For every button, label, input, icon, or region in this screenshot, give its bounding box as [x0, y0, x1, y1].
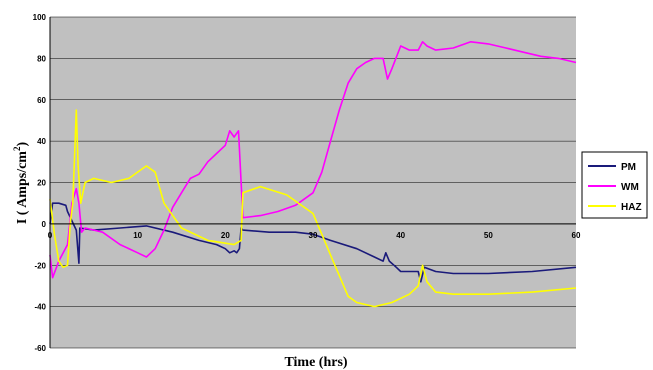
y-tick-label: -60 — [34, 344, 46, 353]
y-tick-label: 60 — [37, 96, 46, 105]
y-axis-title: I ( Amps/cm2) — [12, 142, 30, 225]
legend: PM WM HAZ — [581, 151, 648, 219]
y-axis-title-close: ) — [15, 142, 30, 147]
series-line-wm — [49, 40, 577, 279]
y-tick-label: 40 — [37, 137, 46, 146]
y-tick-label: 100 — [33, 13, 47, 22]
legend-label-haz: HAZ — [621, 202, 642, 213]
series-lines — [49, 40, 577, 308]
y-tick-label: 20 — [37, 179, 46, 188]
x-tick-label: 60 — [572, 231, 581, 240]
x-tick-label: 10 — [133, 231, 142, 240]
y-tick-labels: -60 -40 -20 0 20 40 60 80 100 — [33, 13, 47, 353]
y-tick-label: 80 — [37, 54, 46, 63]
x-tick-label: 50 — [484, 231, 493, 240]
y-tick-label: -20 — [34, 261, 46, 270]
x-tick-label: 0 — [48, 231, 53, 240]
legend-label-pm: PM — [621, 162, 636, 173]
series-line-haz — [49, 109, 577, 308]
series-line-pm — [49, 202, 577, 283]
x-tick-label: 40 — [396, 231, 405, 240]
y-tick-label: 0 — [42, 220, 47, 229]
x-tick-label: 20 — [221, 231, 230, 240]
y-axis-title-main: I ( Amps/cm — [15, 151, 30, 224]
x-tick-labels: 0 10 20 30 40 50 60 — [48, 231, 581, 240]
y-axis-title-sup: 2 — [12, 146, 22, 151]
y-tick-label: -40 — [34, 303, 46, 312]
legend-label-wm: WM — [621, 182, 639, 193]
x-tick-label: 30 — [309, 231, 318, 240]
x-axis-title: Time (hrs) — [284, 355, 347, 370]
